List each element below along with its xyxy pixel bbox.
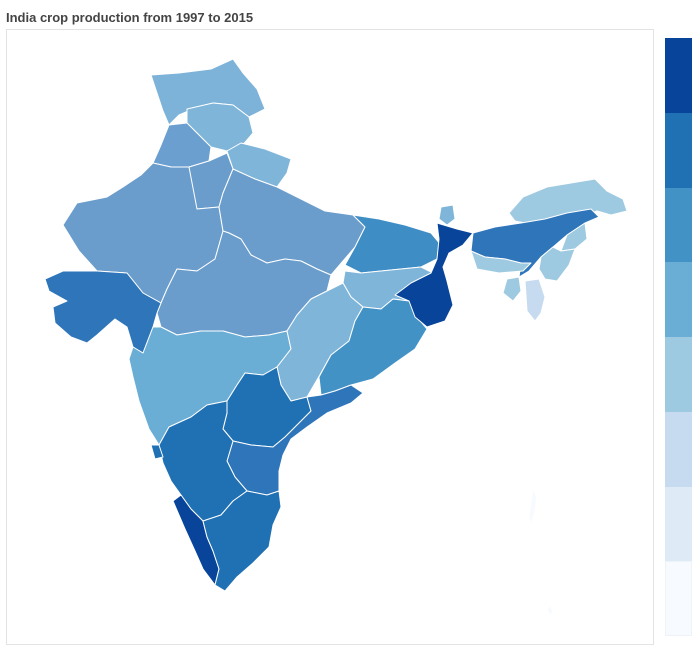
- map-frame: [6, 29, 654, 645]
- legend-swatch-6: [665, 411, 692, 487]
- region-tamil-nadu[interactable]: [202, 490, 282, 592]
- region-sikkim[interactable]: [438, 204, 456, 226]
- region-andaman-nicobar[interactable]: [528, 488, 554, 616]
- legend-swatch-1: [665, 38, 692, 113]
- legend-swatch-3: [665, 187, 692, 263]
- region-mizoram[interactable]: [524, 278, 546, 322]
- color-scale-legend: [665, 38, 692, 636]
- legend-swatch-8: [665, 561, 692, 636]
- region-tripura[interactable]: [502, 276, 522, 302]
- region-meghalaya[interactable]: [470, 250, 532, 274]
- region-west-bengal[interactable]: [394, 222, 474, 328]
- india-choropleth-map: [44, 58, 628, 616]
- legend-swatch-5: [665, 337, 692, 412]
- legend-swatch-7: [665, 486, 692, 562]
- region-goa[interactable]: [150, 444, 164, 460]
- legend-swatch-2: [665, 112, 692, 188]
- region-gujarat[interactable]: [44, 270, 162, 354]
- region-manipur[interactable]: [538, 246, 576, 282]
- legend-swatch-4: [665, 262, 692, 337]
- region-odisha[interactable]: [318, 298, 428, 396]
- chart-title: India crop production from 1997 to 2015: [6, 10, 254, 25]
- region-nagaland[interactable]: [560, 222, 588, 252]
